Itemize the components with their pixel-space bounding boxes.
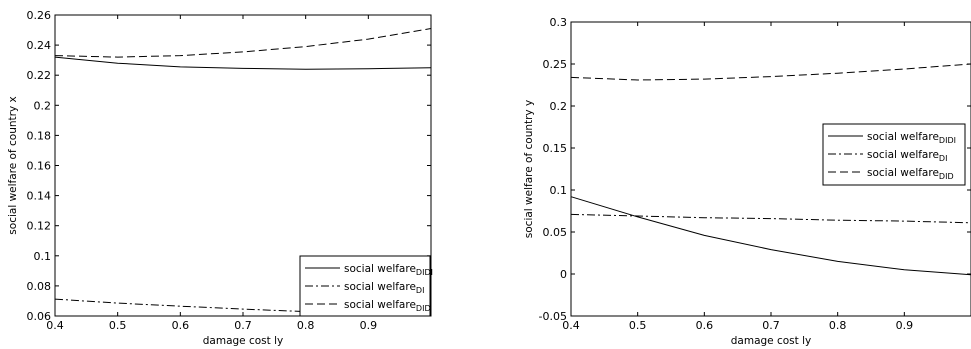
x-tick-label: 0.5 bbox=[109, 319, 127, 332]
series-line-did bbox=[54, 28, 432, 58]
x-tick-label: 0.4 bbox=[562, 319, 580, 332]
legend-entry-did: social welfareDID bbox=[867, 167, 954, 181]
y-tick-label: 0.16 bbox=[27, 160, 52, 173]
series-line-di bbox=[54, 298, 432, 316]
series-line-didi bbox=[570, 196, 971, 276]
y-tick-label: 0 bbox=[560, 268, 567, 281]
legend-entry-did: social welfareDID bbox=[344, 299, 431, 313]
legend-entry-didi: social welfareDIDI bbox=[867, 131, 956, 145]
y-tick-label: 0.18 bbox=[27, 129, 52, 142]
y-tick-label: 0.1 bbox=[550, 184, 568, 197]
y-tick-label: 0.14 bbox=[27, 190, 52, 203]
chart-2: 0.4 0.5 0.6 0.7 0.8 0.9 -0.05 0 0.05 0.1 0.15 0.2 0.… bbox=[523, 16, 971, 347]
series-line-didi bbox=[54, 56, 432, 70]
y-tick-label: 0.24 bbox=[27, 39, 52, 52]
y-tick-label: -0.05 bbox=[539, 310, 567, 323]
x-tick-label: 0.8 bbox=[829, 319, 847, 332]
y-tick-label: 0.05 bbox=[543, 226, 568, 239]
x-tick-label: 0.9 bbox=[360, 319, 378, 332]
y-axis-label: social welfare of country y bbox=[523, 100, 535, 238]
x-tick-label: 0.8 bbox=[297, 319, 315, 332]
x-tick-label: 0.9 bbox=[896, 319, 914, 332]
legend-entry-didi: social welfareDIDI bbox=[344, 263, 433, 277]
y-tick-label: 0.15 bbox=[543, 142, 568, 155]
x-tick-label: 0.6 bbox=[172, 319, 190, 332]
chart-1: 0.4 0.5 0.6 0.7 0.8 0.9 0.06 0.08 0.1 0.12 0.14 0.1… bbox=[7, 9, 433, 347]
x-axis-label: damage cost ly bbox=[203, 335, 283, 347]
y-tick-label: 0.2 bbox=[34, 99, 52, 112]
y-tick-label: 0.2 bbox=[550, 100, 568, 113]
x-axis-label: damage cost ly bbox=[731, 335, 811, 347]
y-tick-label: 0.3 bbox=[550, 16, 568, 29]
y-tick-label: 0.25 bbox=[543, 58, 568, 71]
y-tick-label: 0.08 bbox=[27, 280, 52, 293]
series-line-did bbox=[570, 63, 971, 81]
y-tick-label: 0.22 bbox=[27, 69, 52, 82]
y-tick-label: 0.1 bbox=[34, 250, 52, 263]
y-tick-label: 0.12 bbox=[27, 220, 52, 233]
legend-box bbox=[299, 255, 431, 317]
x-tick-label: 0.4 bbox=[46, 319, 64, 332]
y-axis-label: social welfare of country x bbox=[7, 96, 19, 234]
y-tick-label: 0.06 bbox=[27, 310, 52, 323]
y-tick-label: 0.26 bbox=[27, 9, 52, 22]
x-tick-label: 0.7 bbox=[762, 319, 780, 332]
series-line-di bbox=[570, 213, 971, 224]
x-tick-label: 0.5 bbox=[629, 319, 647, 332]
legend-entry-di: social welfareDI bbox=[344, 281, 424, 295]
x-tick-label: 0.7 bbox=[234, 319, 252, 332]
legend-entry-di: social welfareDI bbox=[867, 149, 947, 163]
x-tick-label: 0.6 bbox=[696, 319, 714, 332]
